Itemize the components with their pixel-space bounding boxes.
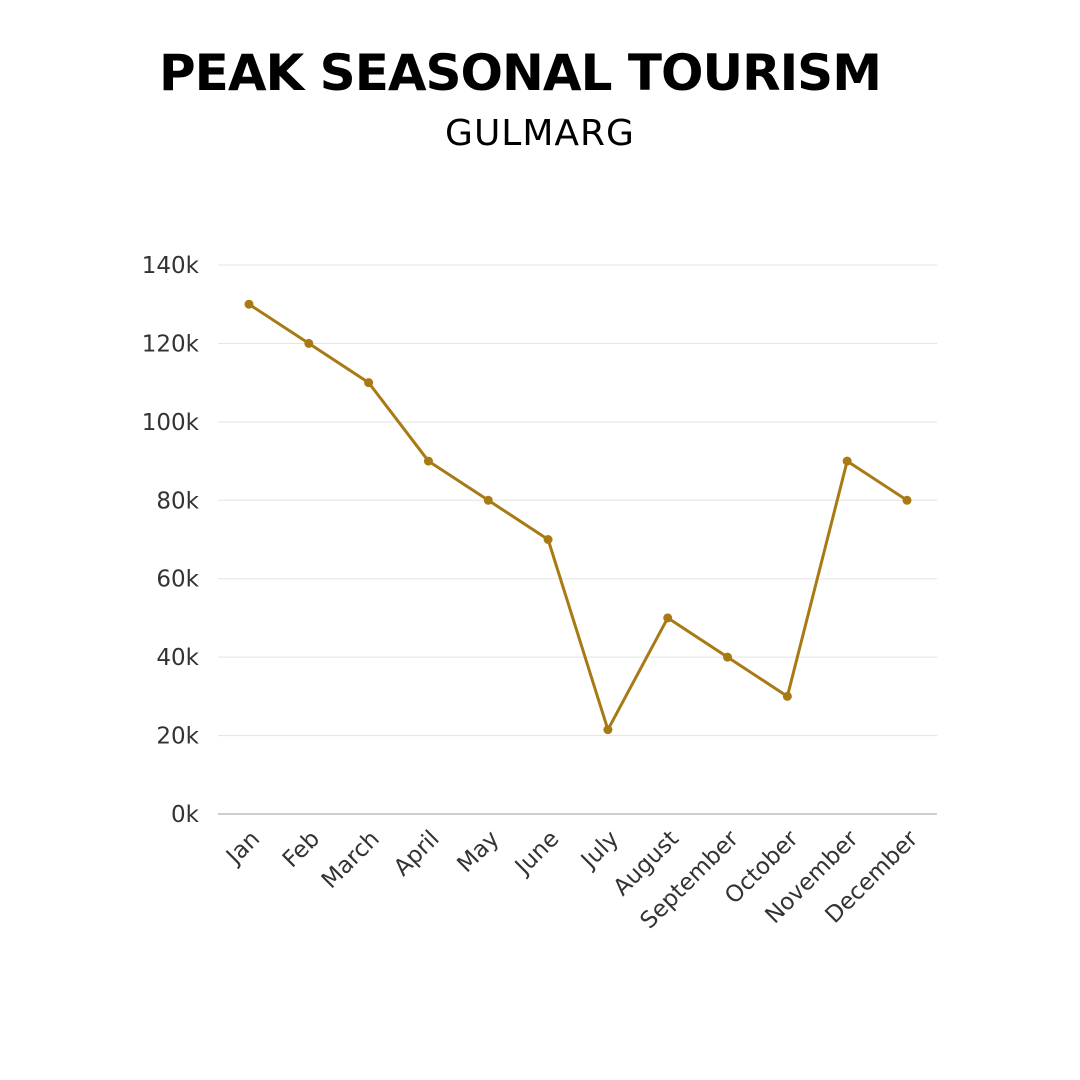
data-point [364, 378, 374, 388]
y-tick-label: 60k [156, 567, 199, 593]
data-point [423, 456, 433, 466]
gridlines [218, 264, 937, 815]
y-tick-label: 120k [142, 331, 200, 357]
data-point [543, 535, 553, 544]
x-tick-label: July [575, 826, 624, 875]
x-tick-label: June [509, 826, 564, 881]
x-tick-label: March [317, 826, 385, 894]
x-tick-label: Jan [220, 826, 265, 871]
data-point [842, 456, 852, 466]
series-line [248, 302, 908, 732]
data-point [244, 299, 254, 309]
y-tick-label: 0k [171, 802, 200, 828]
x-tick-label: May [452, 826, 504, 878]
series [244, 299, 912, 735]
data-point [723, 652, 733, 662]
data-point [663, 613, 673, 623]
y-tick-label: 140k [142, 253, 200, 279]
data-point [782, 691, 792, 701]
y-tick-label: 40k [156, 645, 199, 671]
y-tick-label: 20k [156, 724, 199, 750]
chart-title: PEAK SEASONAL TOURISM [159, 44, 882, 102]
data-point [603, 725, 613, 735]
y-axis-ticks: 0k 20k 40k 60k 80k 100k 120k 140k [142, 253, 200, 828]
data-point [902, 495, 912, 505]
y-tick-label: 100k [142, 410, 200, 436]
data-point [483, 495, 493, 505]
x-tick-label: Feb [278, 826, 325, 873]
data-point [304, 338, 314, 348]
chart-subtitle: GULMARG [445, 113, 635, 154]
x-tick-label: April [389, 826, 445, 882]
y-tick-label: 80k [156, 488, 199, 514]
